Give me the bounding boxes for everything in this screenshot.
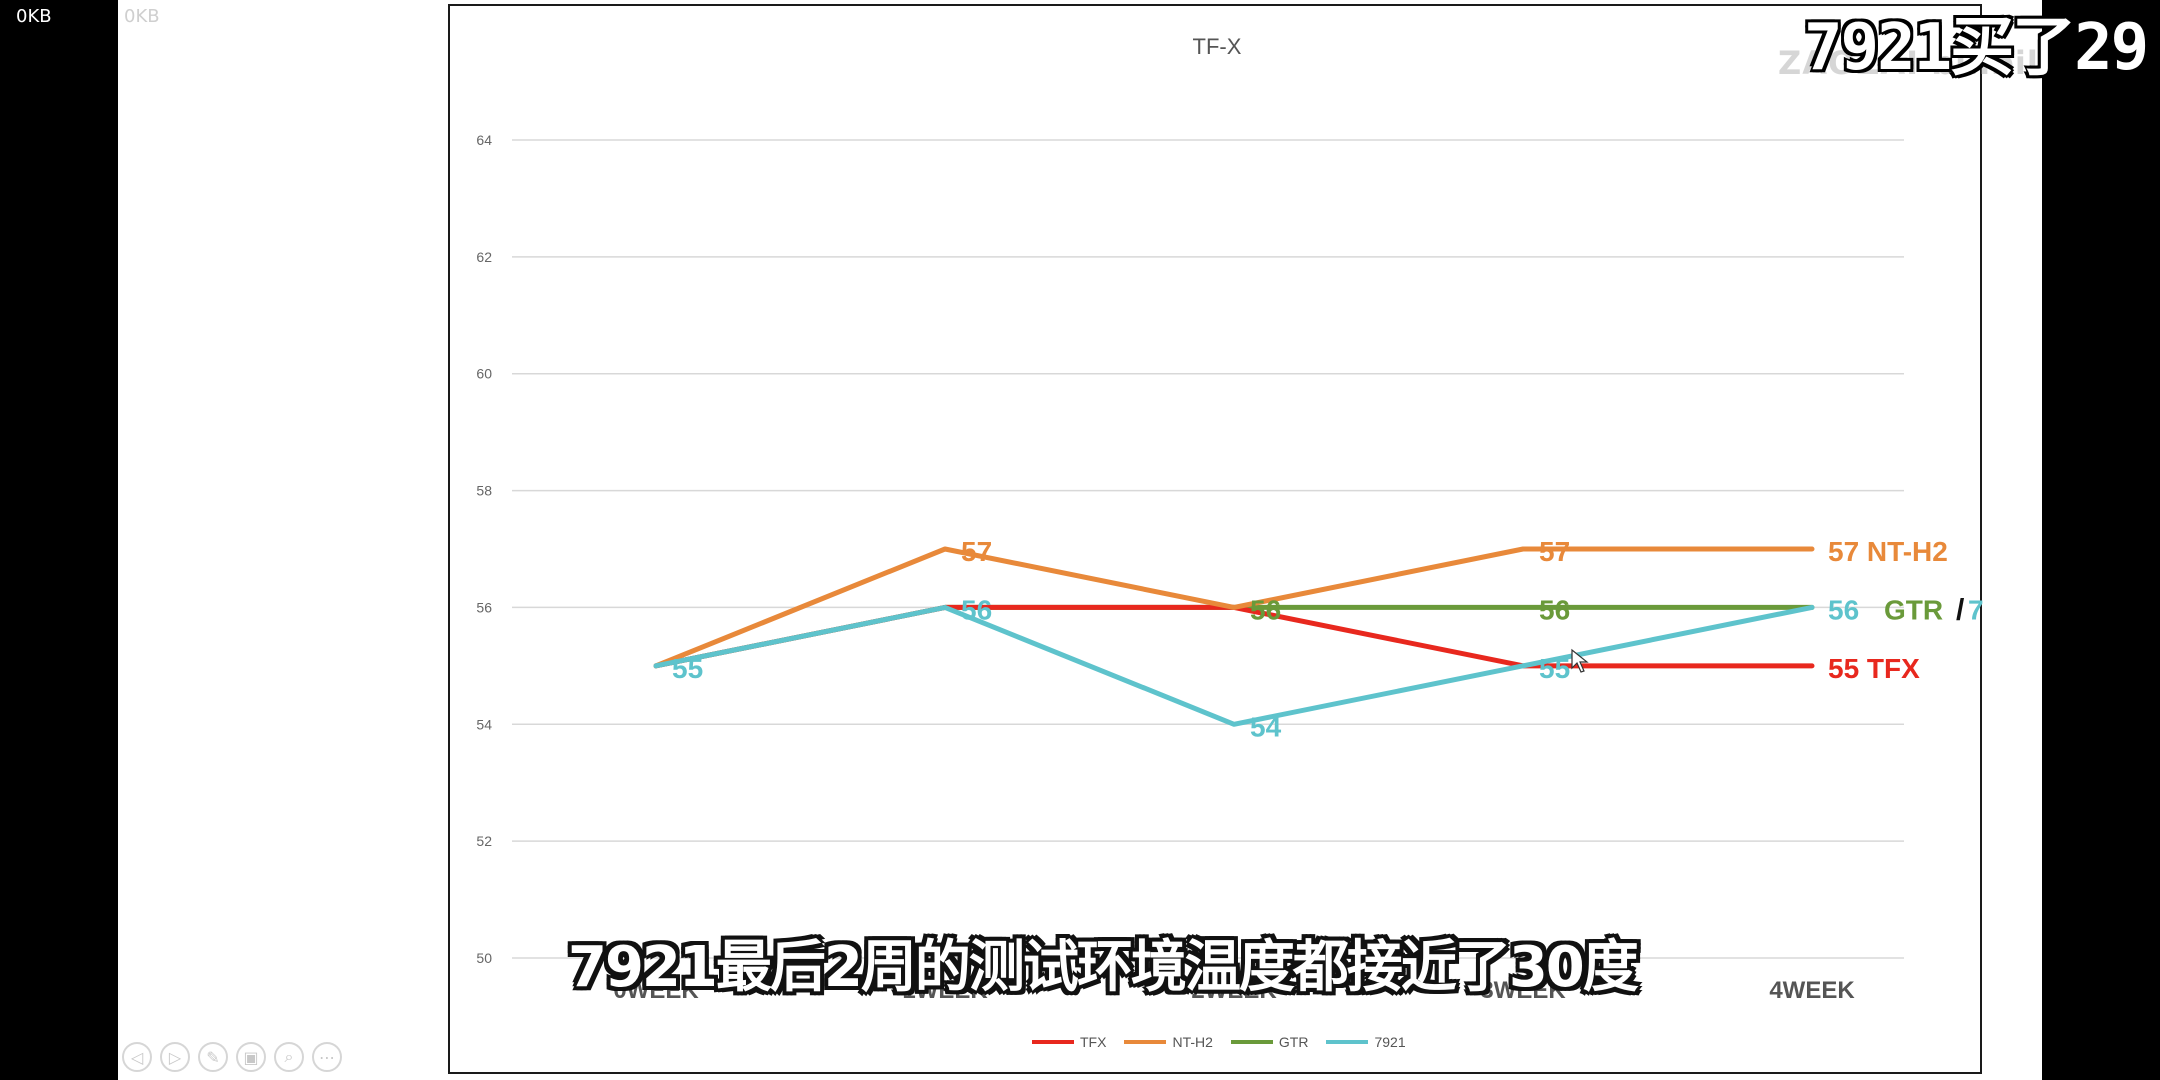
y-tick-label: 56 (476, 599, 492, 615)
legend-item-gtr: GTR (1230, 1034, 1309, 1050)
end-label-tfx: 55 TFX (1828, 653, 1920, 684)
x-tick-label: 4WEEK (1769, 977, 1855, 1004)
data-label: 57 (961, 536, 992, 567)
end-label-gtr: GTR (1884, 594, 1943, 625)
legend-label: NT-H2 (1172, 1034, 1213, 1050)
more-control[interactable]: ⋯ (312, 1042, 342, 1072)
x-tick-label: 3WEEK (1480, 977, 1566, 1004)
zoom-control[interactable]: ⌕ (274, 1042, 304, 1072)
legend-swatch (1326, 1040, 1369, 1044)
pen-control[interactable]: ✎ (198, 1042, 228, 1072)
series-line-gtr (653, 604, 1815, 669)
x-tick-label: 0WEEK (613, 977, 699, 1004)
data-label: 55 (672, 653, 703, 684)
legend-swatch (1124, 1040, 1167, 1044)
y-tick-label: 52 (476, 833, 492, 849)
chart-title: TF-X (1193, 34, 1242, 59)
end-label-slash: / (1956, 593, 1965, 626)
data-label: 56 (961, 594, 992, 625)
kb-indicator-right: 0KB (124, 6, 160, 27)
video-subtitle: 7921最后2周的测试环境温度都接近了30度 (568, 935, 1639, 1000)
data-label: 56 (1539, 594, 1570, 625)
y-tick-label: 54 (476, 716, 492, 732)
slides-control[interactable]: ▣ (236, 1042, 266, 1072)
line-chart: TF-X 50 52 54 56 58 60 62 64 0WEEK 1WEEK 2WEEK 3WEEK… (476, 34, 1984, 1004)
y-tick-label: 60 (476, 366, 492, 382)
legend-swatch (1032, 1040, 1074, 1044)
chart-frame: TF-X 50 52 54 56 58 60 62 64 0WEEK 1WEEK 2WEEK 3WEEK… (448, 4, 1984, 1074)
legend-swatch (1230, 1040, 1273, 1044)
end-label-nt-h2: 57 NT-H2 (1828, 536, 1948, 567)
data-label: 55 (1539, 653, 1570, 684)
legend-item-nt-h2: NT-H2 (1124, 1034, 1213, 1050)
y-tick-label: 50 (476, 950, 492, 966)
prev-control[interactable]: ◁ (122, 1042, 152, 1072)
legend-item-tfx: TFX (1032, 1034, 1106, 1050)
series-line-7921 (653, 604, 1815, 727)
legend-label: TFX (1080, 1034, 1107, 1050)
next-control[interactable]: ▷ (160, 1042, 190, 1072)
slideshow-controls: ◁ ▷ ✎ ▣ ⌕ ⋯ (122, 1042, 342, 1072)
end-label-7921: 56 (1828, 594, 1859, 625)
data-label: 56 (1250, 594, 1281, 625)
series-line-nt-h2 (653, 546, 1815, 669)
data-label: 57 (1539, 536, 1570, 567)
right-black-bar (2042, 0, 2160, 1080)
mouse-cursor-icon (1571, 648, 1589, 673)
legend-label: GTR (1278, 1034, 1309, 1050)
y-tick-label: 64 (476, 132, 492, 148)
series-line-tfx (653, 604, 1815, 669)
left-black-bar (0, 0, 118, 1080)
x-tick-label: 2WEEK (1191, 977, 1277, 1004)
y-tick-label: 58 (476, 483, 492, 499)
data-label: 54 (1250, 711, 1282, 742)
legend-label: 7921 (1374, 1034, 1406, 1050)
bilibili-watermark: ZAOZAI bilibili (1778, 44, 2051, 82)
top-overlay-text: 7921买了29.9 (1804, 11, 2160, 85)
kb-indicator-left: 0KB (16, 6, 52, 27)
end-label-7921-extra: 7921 (1968, 594, 1984, 625)
chart-legend: TFX NT-H2 GTR 7921 (1032, 1034, 1406, 1050)
y-tick-label: 62 (476, 249, 492, 265)
x-tick-label: 1WEEK (902, 977, 988, 1004)
legend-item-7921: 7921 (1326, 1034, 1406, 1050)
